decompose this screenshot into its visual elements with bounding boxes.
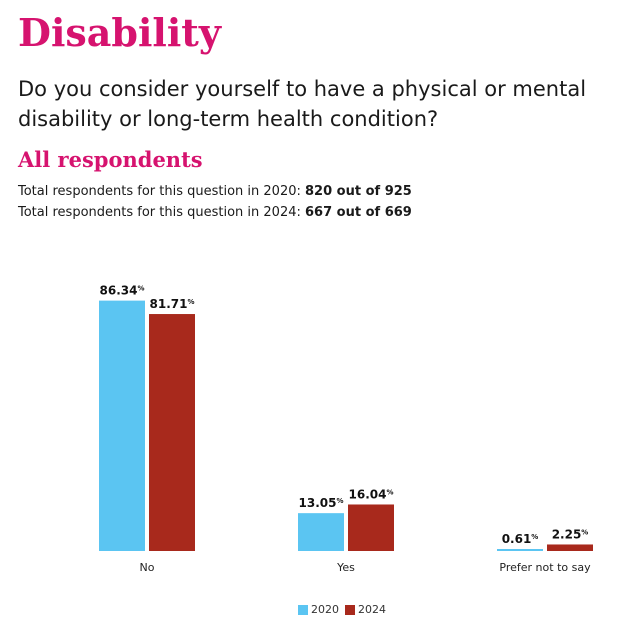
data-label-2024-yes: 16.04% (349, 487, 394, 501)
total-2024-value: 667 out of 669 (305, 205, 412, 220)
total-2020-value: 820 out of 925 (305, 184, 412, 199)
legend-item-2024: 2024 (345, 603, 386, 616)
data-label-2020-no: 86.34% (100, 284, 145, 298)
respondent-totals: Total respondents for this question in 2… (18, 181, 412, 223)
total-2020-label: Total respondents for this question in 2… (18, 184, 305, 199)
bar-2024-prefer-not-to-say (547, 544, 593, 551)
category-label-yes: Yes (336, 561, 355, 574)
bar-2020-yes (298, 513, 344, 551)
data-label-2020-yes: 13.05% (299, 496, 344, 510)
category-label-no: No (140, 561, 155, 574)
total-2024: Total respondents for this question in 2… (18, 202, 412, 223)
category-label-prefer-not-to-say: Prefer not to say (499, 561, 591, 574)
total-2024-label: Total respondents for this question in 2… (18, 205, 305, 220)
bar-2024-no (149, 314, 195, 551)
legend-item-2020: 2020 (298, 603, 339, 616)
data-label-2024-no: 81.71% (150, 297, 195, 311)
legend-swatch-2024 (345, 604, 355, 615)
section-subtitle: All respondents (18, 147, 203, 172)
legend-label-2024: 2024 (358, 603, 386, 616)
bar-2020-prefer-not-to-say (497, 549, 543, 551)
total-2020: Total respondents for this question in 2… (18, 181, 412, 202)
bar-2024-yes (348, 504, 394, 551)
survey-question: Do you consider yourself to have a physi… (18, 77, 587, 131)
legend-swatch-2020 (298, 604, 308, 615)
bar-chart: 86.34% 81.71% No 13.05% 16.04% Yes 0.61% 2.25% P… (99, 284, 593, 574)
data-label-2024-prefer-not-to-say: 2.25% (552, 527, 589, 541)
data-label-2020-prefer-not-to-say: 0.61% (502, 532, 539, 546)
chart-legend: 2020 2024 (298, 603, 388, 616)
bar-2020-no (99, 300, 145, 551)
page-title: Disability (18, 10, 221, 55)
legend-label-2020: 2020 (311, 603, 339, 616)
